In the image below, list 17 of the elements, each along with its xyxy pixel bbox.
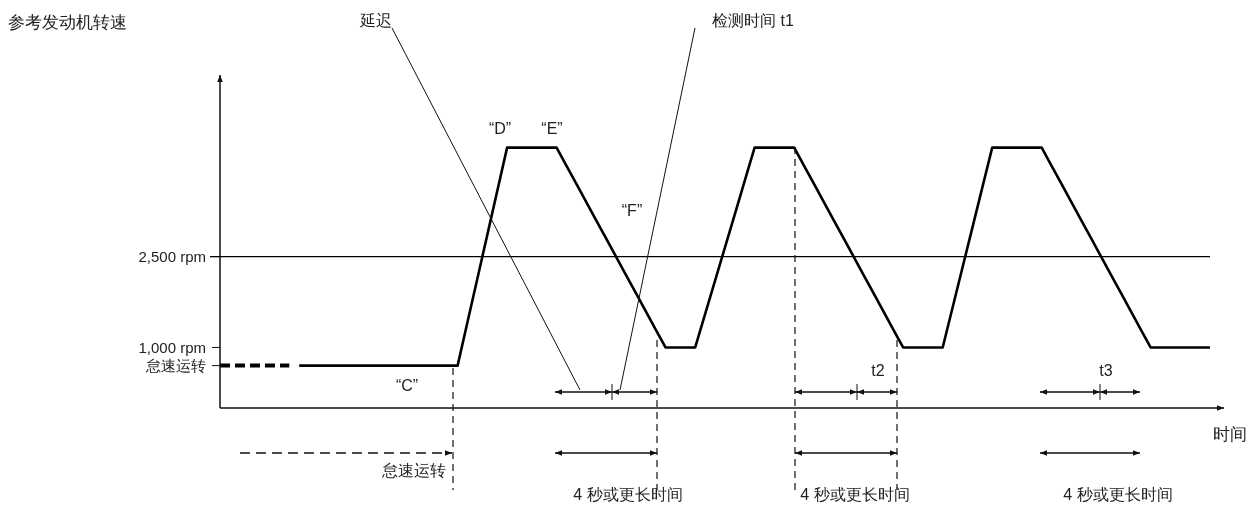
- annotation: “D”: [488, 119, 512, 137]
- text: 4 秒或更长时间: [573, 485, 683, 503]
- annotation: t3: [1099, 361, 1113, 379]
- annotation: t2: [871, 361, 885, 379]
- annotation: “C”: [395, 376, 419, 394]
- annotation: “E”: [541, 119, 563, 137]
- text: 4 秒或更长时间: [800, 485, 910, 503]
- annotation: “F”: [621, 201, 643, 219]
- text: 4 秒或更长时间: [1063, 485, 1173, 503]
- y-tick-label: 怠速运转: [145, 357, 206, 375]
- text: 怠速运转: [381, 461, 446, 479]
- y-axis-title: 参考发动机转速: [8, 12, 127, 32]
- text: 延迟: [359, 11, 392, 29]
- x-axis-title: 时间: [1213, 424, 1247, 444]
- text: 检测时间 t1: [712, 11, 794, 29]
- y-tick-label: 2,500 rpm: [138, 248, 206, 266]
- y-tick-label: 1,000 rpm: [138, 338, 206, 356]
